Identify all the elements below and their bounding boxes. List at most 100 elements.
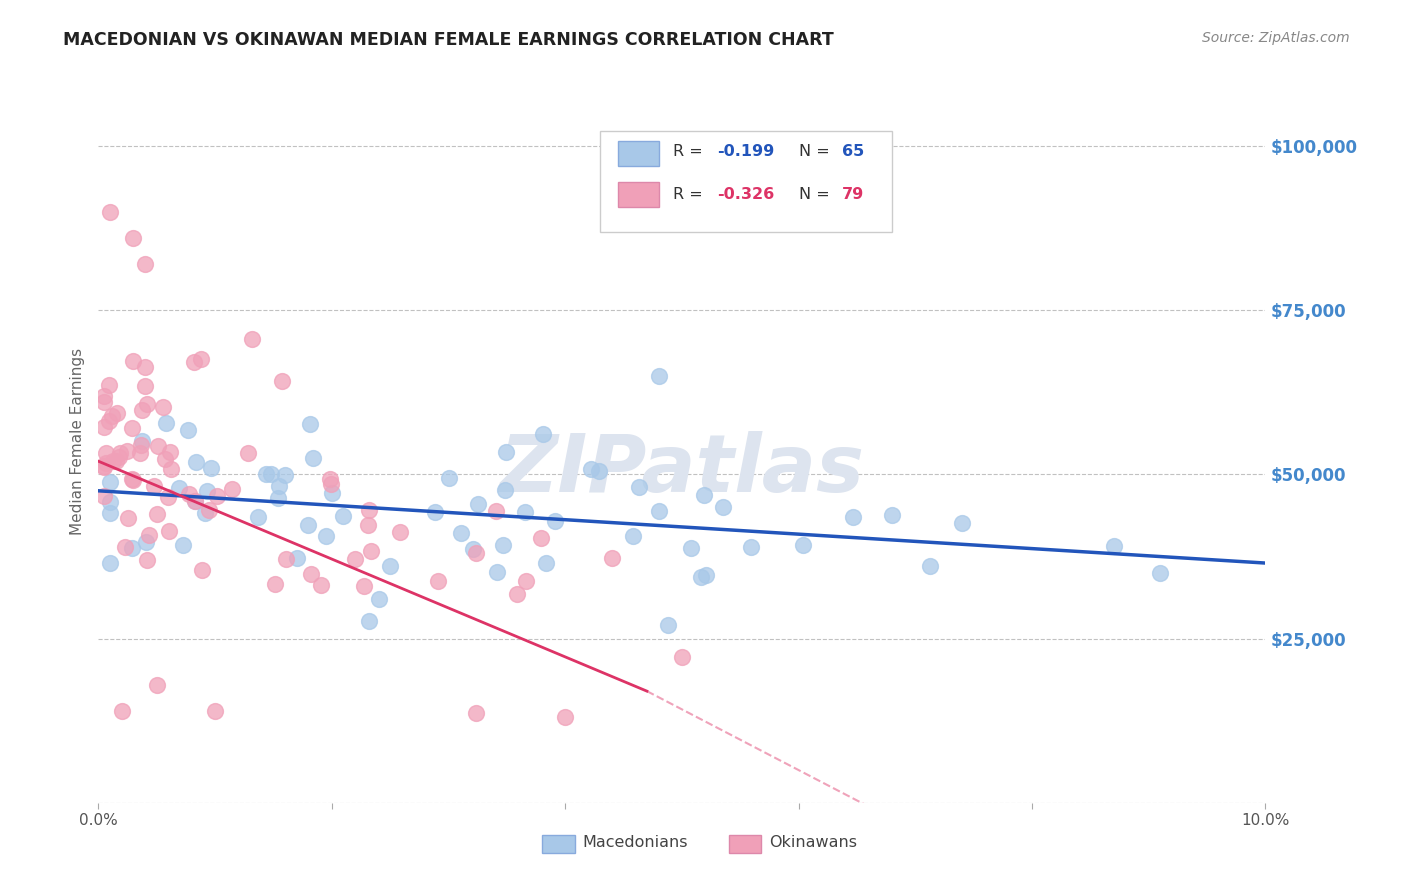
Point xyxy=(122,231,145,245)
Point xyxy=(121,541,143,555)
Point xyxy=(110,445,132,459)
Point xyxy=(138,528,160,542)
Point xyxy=(367,592,389,607)
Point xyxy=(530,531,553,545)
Point xyxy=(122,473,145,487)
Point xyxy=(195,483,218,498)
Text: MACEDONIAN VS OKINAWAN MEDIAN FEMALE EARNINGS CORRELATION CHART: MACEDONIAN VS OKINAWAN MEDIAN FEMALE EAR… xyxy=(63,31,834,49)
Point xyxy=(183,493,205,508)
Point xyxy=(172,538,194,552)
Point xyxy=(236,446,259,460)
Point xyxy=(98,204,121,219)
Point xyxy=(98,378,121,392)
Point xyxy=(135,553,157,567)
Point xyxy=(98,414,121,428)
Point xyxy=(146,677,169,691)
Point xyxy=(679,541,702,555)
Point xyxy=(177,424,200,438)
Point xyxy=(98,475,121,490)
Point xyxy=(344,551,367,566)
Point xyxy=(321,477,343,491)
Point xyxy=(319,472,342,486)
Text: -0.326: -0.326 xyxy=(717,187,775,202)
Point xyxy=(579,462,602,476)
Point xyxy=(184,493,207,508)
Point xyxy=(357,517,380,532)
Point xyxy=(353,579,375,593)
Point xyxy=(136,397,159,411)
Point xyxy=(93,489,115,503)
Point xyxy=(129,438,152,452)
Point xyxy=(297,518,319,533)
Point xyxy=(260,467,283,481)
Point xyxy=(221,482,243,496)
Point xyxy=(183,355,205,369)
Point xyxy=(100,409,122,424)
Point xyxy=(299,566,322,581)
Point xyxy=(792,538,814,552)
Point xyxy=(135,534,157,549)
Point xyxy=(842,510,865,524)
Point xyxy=(693,488,716,502)
Text: Source: ZipAtlas.com: Source: ZipAtlas.com xyxy=(1202,31,1350,45)
Point xyxy=(485,504,508,518)
Text: 79: 79 xyxy=(842,187,865,202)
Point xyxy=(121,354,143,368)
FancyBboxPatch shape xyxy=(600,131,891,232)
Point xyxy=(463,541,485,556)
Point xyxy=(134,379,156,393)
Point xyxy=(159,445,181,459)
Point xyxy=(105,406,128,420)
Text: R =: R = xyxy=(672,187,707,202)
Point xyxy=(543,515,565,529)
Point xyxy=(93,420,115,434)
Point xyxy=(190,351,212,366)
Point xyxy=(152,400,174,414)
Point xyxy=(159,461,181,475)
Point xyxy=(179,487,201,501)
Point xyxy=(274,467,297,482)
Point xyxy=(200,461,222,475)
Point xyxy=(155,416,177,430)
Point xyxy=(198,502,221,516)
Point xyxy=(156,490,179,504)
Point xyxy=(360,544,382,558)
Point xyxy=(513,505,536,519)
Point xyxy=(647,368,669,383)
Point xyxy=(357,614,380,628)
Point xyxy=(437,471,460,485)
Point xyxy=(495,445,517,459)
Point xyxy=(267,491,290,505)
Text: N =: N = xyxy=(799,144,835,159)
Point xyxy=(108,450,131,465)
Point xyxy=(534,556,557,570)
Point xyxy=(695,568,717,582)
Point xyxy=(491,538,513,552)
Text: Okinawans: Okinawans xyxy=(769,835,858,850)
Point xyxy=(263,577,285,591)
Point xyxy=(131,403,153,417)
Point xyxy=(918,559,941,574)
Text: N =: N = xyxy=(799,187,835,202)
Text: Macedonians: Macedonians xyxy=(582,835,688,850)
Point xyxy=(121,472,143,486)
Point xyxy=(98,556,121,570)
Point xyxy=(96,446,118,460)
Point xyxy=(117,510,139,524)
Point xyxy=(134,359,156,374)
Point xyxy=(157,524,180,538)
Point xyxy=(380,558,402,573)
Point xyxy=(114,541,136,555)
Text: 65: 65 xyxy=(842,144,865,159)
Point xyxy=(246,509,269,524)
Point xyxy=(101,454,124,468)
Point xyxy=(671,650,693,665)
Point xyxy=(153,452,176,467)
Point xyxy=(505,587,527,601)
Point xyxy=(148,439,170,453)
Point xyxy=(267,479,290,493)
Point xyxy=(388,524,411,539)
Point xyxy=(285,551,308,566)
FancyBboxPatch shape xyxy=(617,182,658,207)
Point xyxy=(515,574,537,589)
